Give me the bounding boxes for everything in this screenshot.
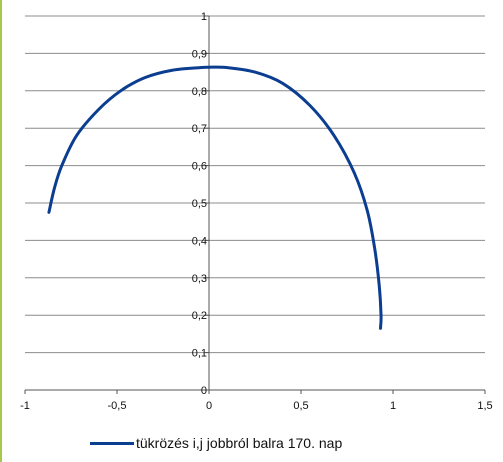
x-tick-label: 1,5 [477,400,492,412]
y-tick-label: 0,9 [192,48,207,60]
series-line [47,65,383,330]
x-tick-labels: -1 -0,5 0 0,5 1 1,5 [20,400,493,412]
y-tick-label: 0,7 [192,123,207,135]
y-tick-label: 1 [201,11,207,23]
x-tick-label: 0,5 [293,400,308,412]
legend: tükrözés i,j jobbról balra 170. nap [90,433,342,453]
y-tick-label: 0,6 [192,161,207,173]
legend-label: tükrözés i,j jobbról balra 170. nap [136,435,343,451]
x-tick-label: 1 [390,400,396,412]
x-tick-label: 0 [206,400,212,412]
y-tick-label: 0,8 [192,86,207,98]
left-border [0,0,2,462]
x-tick-label: -1 [20,400,30,412]
legend-swatch [90,441,134,445]
series-group [47,65,383,330]
y-tick-label: 0,1 [192,348,207,360]
y-tick-labels: 0 0,1 0,2 0,3 0,4 0,5 0,6 0,7 0,8 0,9 1 [192,11,207,397]
axes [24,15,486,394]
gridlines [25,15,485,354]
y-tick-label: 0,2 [192,310,207,322]
y-tick-label: 0,3 [192,273,207,285]
y-tick-label: 0,4 [192,235,207,247]
x-tick-label: -0,5 [108,400,127,412]
y-tick-label: 0 [201,385,207,397]
y-tick-label: 0,5 [192,198,207,210]
